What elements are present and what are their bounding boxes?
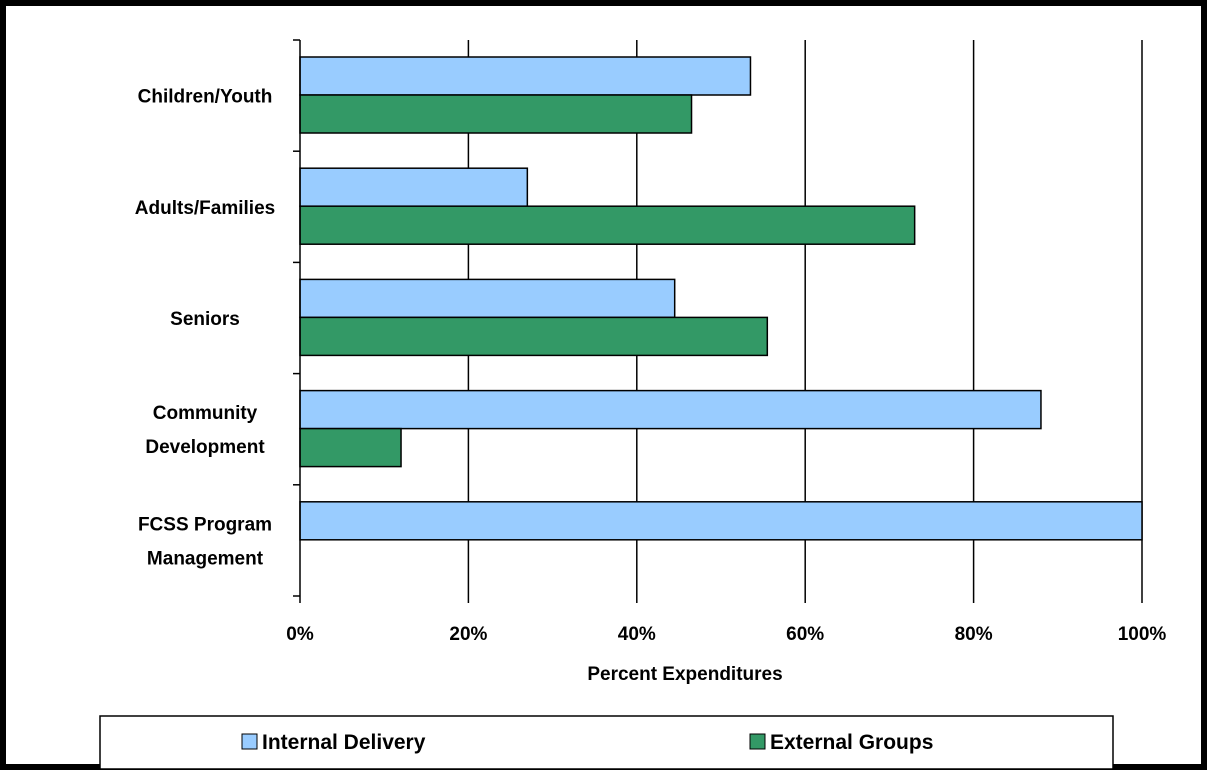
x-tick-label: 20% bbox=[449, 624, 487, 645]
category-label: Adults/Families bbox=[135, 198, 275, 219]
bar bbox=[299, 56, 752, 96]
legend: Internal Delivery External Groups bbox=[99, 715, 1114, 770]
x-axis-title: Percent Expenditures bbox=[587, 664, 782, 685]
legend-box bbox=[99, 715, 1114, 770]
bar bbox=[299, 389, 1042, 430]
x-tick-label: 80% bbox=[955, 624, 993, 645]
category-label: Management bbox=[147, 548, 264, 569]
category-label: FCSS Program bbox=[138, 514, 272, 535]
legend-swatch-external-groups bbox=[749, 733, 766, 750]
category-label: Children/Youth bbox=[138, 87, 273, 108]
plot-area: 0% 20% 40% 60% 80% 100% Children/Youth Adults/F… bbox=[135, 39, 1167, 645]
x-tick-label: 40% bbox=[618, 624, 656, 645]
bar bbox=[299, 278, 676, 319]
bar bbox=[299, 316, 769, 357]
bar bbox=[299, 501, 1143, 541]
category-label: Community bbox=[153, 403, 258, 424]
category-label: Development bbox=[145, 437, 265, 458]
x-tick-label: 60% bbox=[786, 624, 824, 645]
legend-swatch-internal-delivery bbox=[241, 733, 258, 750]
bar bbox=[299, 427, 402, 468]
bar bbox=[299, 94, 693, 134]
x-tick-label: 0% bbox=[286, 624, 314, 645]
legend-label-external-groups: External Groups bbox=[770, 731, 933, 754]
legend-label-internal-delivery: Internal Delivery bbox=[262, 731, 426, 754]
bar bbox=[299, 167, 529, 207]
bar bbox=[299, 205, 916, 245]
category-label: Seniors bbox=[170, 309, 240, 330]
x-tick-label: 100% bbox=[1118, 624, 1167, 645]
